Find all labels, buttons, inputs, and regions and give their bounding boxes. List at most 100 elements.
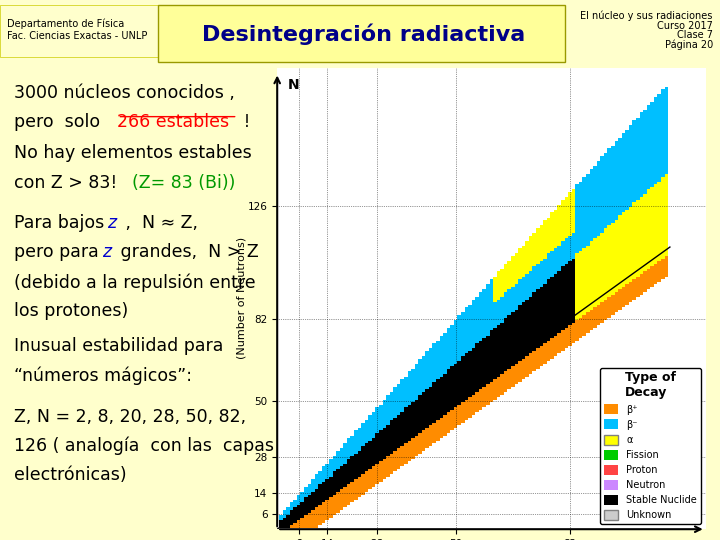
Bar xyxy=(440,361,444,364)
Bar xyxy=(411,451,415,454)
Bar xyxy=(475,392,479,395)
Bar xyxy=(493,372,497,374)
Bar xyxy=(665,253,668,256)
Bar xyxy=(447,413,450,415)
Bar xyxy=(654,235,657,238)
Bar xyxy=(450,397,454,400)
Bar xyxy=(426,407,429,410)
Bar xyxy=(600,222,604,225)
Bar xyxy=(444,351,447,354)
Bar xyxy=(468,379,472,382)
Bar xyxy=(647,133,650,136)
Bar xyxy=(582,202,586,205)
Bar xyxy=(586,218,590,220)
Bar xyxy=(618,171,621,174)
Bar xyxy=(482,364,486,366)
Bar xyxy=(657,166,661,169)
Bar xyxy=(611,192,615,194)
Bar xyxy=(411,379,415,382)
Bar xyxy=(486,359,490,361)
Bar xyxy=(661,151,665,153)
Bar xyxy=(597,190,600,192)
Bar xyxy=(340,474,343,477)
Bar xyxy=(543,248,546,251)
Bar xyxy=(493,328,497,330)
Bar xyxy=(665,133,668,136)
Bar xyxy=(482,333,486,335)
Bar xyxy=(643,220,647,222)
Bar xyxy=(568,315,572,318)
Bar xyxy=(318,487,322,489)
Bar xyxy=(554,315,557,318)
Bar xyxy=(621,233,625,235)
Bar xyxy=(639,138,643,140)
Bar xyxy=(575,233,579,235)
Bar xyxy=(621,169,625,171)
Bar xyxy=(454,364,457,366)
Bar xyxy=(557,330,561,333)
Bar xyxy=(661,231,665,233)
Bar xyxy=(408,443,411,446)
Bar xyxy=(436,343,440,346)
Bar xyxy=(561,343,564,346)
Bar xyxy=(475,333,479,335)
Bar xyxy=(408,423,411,426)
Bar xyxy=(311,525,315,528)
Bar xyxy=(608,310,611,313)
Bar xyxy=(450,376,454,379)
Bar xyxy=(511,346,515,348)
Bar xyxy=(497,366,500,369)
Bar xyxy=(586,181,590,184)
Bar xyxy=(568,287,572,289)
Bar xyxy=(579,251,582,253)
Bar xyxy=(615,192,618,194)
Bar xyxy=(315,523,318,525)
Bar xyxy=(533,276,536,279)
Bar xyxy=(550,338,554,341)
Bar xyxy=(621,205,625,207)
Bar xyxy=(536,297,539,300)
Bar xyxy=(604,184,608,187)
Bar xyxy=(608,294,611,297)
Bar xyxy=(593,200,597,202)
Bar xyxy=(454,382,457,384)
Bar xyxy=(600,169,604,171)
Bar xyxy=(529,330,533,333)
Bar xyxy=(486,325,490,328)
Bar xyxy=(657,228,661,231)
Bar xyxy=(564,202,568,205)
Bar xyxy=(475,318,479,320)
Bar xyxy=(529,284,533,287)
Bar xyxy=(508,276,511,279)
Bar xyxy=(608,177,611,179)
Bar xyxy=(568,251,572,253)
Bar xyxy=(522,330,526,333)
Bar xyxy=(546,238,550,241)
Bar xyxy=(539,228,543,231)
Bar xyxy=(497,369,500,372)
Bar xyxy=(564,220,568,222)
Bar xyxy=(557,205,561,207)
Bar xyxy=(482,372,486,374)
Bar xyxy=(358,461,361,464)
Bar xyxy=(546,325,550,328)
Bar xyxy=(411,420,415,423)
Bar xyxy=(615,169,618,171)
Bar xyxy=(464,395,468,397)
Bar xyxy=(554,351,557,354)
Bar xyxy=(564,276,568,279)
Bar xyxy=(561,320,564,323)
Bar xyxy=(600,253,604,256)
Bar xyxy=(536,333,539,335)
Bar xyxy=(590,276,593,279)
Bar xyxy=(400,417,404,420)
Bar xyxy=(600,305,604,307)
Bar xyxy=(539,330,543,333)
Bar xyxy=(372,415,375,417)
Bar xyxy=(400,402,404,405)
Bar xyxy=(636,294,639,297)
Bar xyxy=(650,138,654,140)
Bar xyxy=(611,200,615,202)
Bar xyxy=(482,354,486,356)
Bar xyxy=(604,197,608,200)
